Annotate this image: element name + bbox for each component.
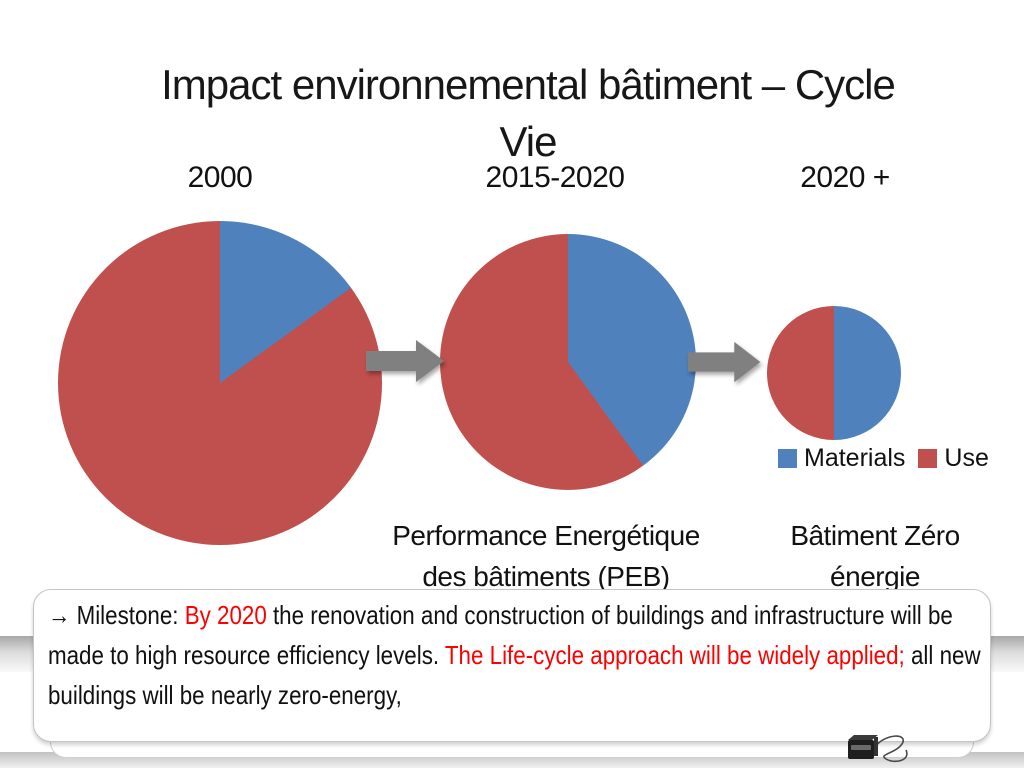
milestone-segment-highlight: By 2020 <box>184 600 267 630</box>
slide-title-line-2: Vie <box>499 118 558 165</box>
arrow-right-icon <box>686 338 764 388</box>
slide-title: Impact environnemental bâtiment – Cycle … <box>32 56 1024 170</box>
milestone-card: → Milestone: By 2020 the renovation and … <box>33 589 991 742</box>
milestone-segment-highlight: The Life-cycle approach will be widely a… <box>444 640 905 670</box>
caption-zero-line-1: Bâtiment Zéro <box>790 520 960 551</box>
caption-peb-line-1: Performance Energétique <box>392 520 700 551</box>
period-label-2020-plus: 2020 + <box>800 161 890 194</box>
legend-label-use: Use <box>944 444 989 472</box>
mouse-icon <box>845 731 921 767</box>
caption-zero-line-2: énergie <box>830 561 920 592</box>
milestone-segment: the renovation and construction of build… <box>48 600 953 670</box>
legend-swatch-materials-icon <box>778 449 797 468</box>
period-label-2015-2020: 2015-2020 <box>485 161 625 194</box>
arrow-right-icon <box>364 336 448 388</box>
legend: Materials Use <box>778 444 995 473</box>
slide-title-line-1: Impact environnemental bâtiment – Cycle <box>161 61 896 108</box>
caption-peb: Performance Energétique des bâtiments (P… <box>360 515 732 597</box>
pie-chart-2015-2020 <box>440 234 696 490</box>
period-label-2000: 2000 <box>187 161 253 194</box>
caption-zero-energy: Bâtiment Zéro énergie <box>753 515 997 597</box>
milestone-text: → Milestone: By 2020 the renovation and … <box>48 595 985 715</box>
pie-chart-2000 <box>58 221 382 545</box>
caption-peb-line-2: des bâtiments (PEB) <box>422 561 670 592</box>
legend-label-materials: Materials <box>804 444 906 472</box>
milestone-segment: all new buildings will be nearly zero-en… <box>48 640 981 710</box>
milestone-segment: → Milestone: <box>48 600 185 630</box>
pie-chart-2020-plus <box>767 306 901 440</box>
legend-swatch-use-icon <box>918 449 938 468</box>
